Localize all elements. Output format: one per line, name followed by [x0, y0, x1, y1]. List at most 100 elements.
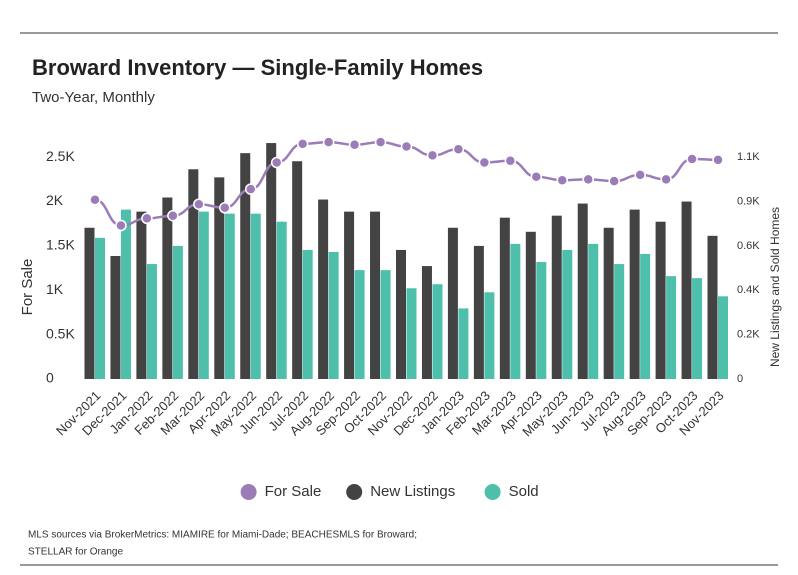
y-tick-label: 0.5K	[46, 325, 75, 341]
marker	[141, 212, 153, 225]
bar	[551, 215, 562, 379]
y2-tick-label: 1.1K	[737, 151, 760, 163]
bar	[224, 213, 235, 379]
marker	[634, 169, 646, 181]
bar	[110, 255, 121, 379]
bar	[162, 197, 173, 379]
y2-tick-label: 0	[737, 373, 743, 385]
bar	[328, 251, 339, 379]
bar	[136, 211, 147, 379]
y-tick-label: 2K	[46, 192, 64, 208]
bar	[562, 249, 573, 379]
bar	[276, 221, 287, 379]
bar	[214, 177, 225, 379]
bar	[318, 199, 329, 379]
bar	[525, 231, 536, 379]
legend-label: New Listings	[370, 483, 455, 500]
bar	[94, 237, 105, 379]
y2-tick-label: 0.9K	[737, 195, 760, 207]
y-axis-label: For Sale	[19, 259, 36, 316]
marker	[296, 138, 309, 150]
bar	[499, 217, 510, 379]
bar	[172, 245, 183, 379]
marker	[193, 198, 205, 210]
bar	[406, 288, 417, 379]
marker	[712, 154, 724, 166]
bar	[188, 169, 199, 379]
bar	[344, 211, 355, 379]
legend-swatch	[484, 484, 501, 500]
marker	[348, 139, 361, 151]
bar	[473, 245, 484, 379]
chart-title: Broward Inventory — Single-Family Homes	[32, 55, 483, 80]
marker	[219, 202, 231, 214]
marker	[478, 156, 491, 169]
bar	[240, 153, 251, 379]
bar	[666, 276, 677, 379]
bar	[681, 201, 692, 379]
legend-label: Sold	[509, 483, 539, 500]
marker	[244, 183, 257, 195]
bar	[266, 143, 277, 379]
marker	[530, 170, 543, 183]
bar	[198, 211, 209, 379]
bar	[432, 284, 443, 379]
bar	[603, 227, 614, 379]
legend-swatch	[346, 484, 363, 500]
bar	[692, 278, 703, 379]
footnote: STELLAR for Orange	[28, 547, 123, 558]
y2-axis-label: New Listings and Sold Homes	[768, 207, 782, 367]
y-tick-label: 2.5K	[46, 148, 75, 164]
marker	[504, 154, 517, 167]
marker	[608, 175, 620, 187]
y2-tick-label: 0.2K	[737, 329, 760, 341]
marker	[686, 153, 698, 165]
bar	[510, 243, 521, 379]
bar	[577, 203, 588, 379]
bar	[707, 235, 718, 379]
y-tick-label: 1.5K	[46, 237, 75, 253]
bar	[655, 221, 666, 379]
marker	[89, 194, 101, 206]
marker	[374, 136, 387, 148]
marker	[660, 173, 672, 186]
y-tick-label: 1K	[46, 281, 64, 297]
marker	[556, 174, 569, 187]
y2-tick-label: 0.6K	[737, 240, 760, 252]
bar	[84, 227, 95, 379]
bar	[421, 266, 432, 379]
bar	[380, 270, 391, 379]
bar	[302, 249, 313, 379]
bar	[458, 308, 469, 379]
bar	[354, 270, 365, 379]
bar	[640, 253, 651, 379]
bar	[447, 227, 458, 379]
y-tick-label: 0	[46, 370, 54, 386]
bar	[292, 161, 303, 379]
y2-tick-label: 0.4K	[737, 284, 760, 296]
marker	[452, 143, 465, 155]
legend-swatch	[240, 484, 257, 500]
bar	[396, 249, 406, 379]
legend-label: For Sale	[265, 483, 322, 500]
marker	[167, 209, 179, 222]
chart-subtitle: Two-Year, Monthly	[32, 89, 155, 106]
marker	[270, 156, 283, 169]
bar	[250, 213, 261, 379]
bar	[718, 296, 729, 379]
bar	[484, 292, 495, 379]
marker	[400, 140, 413, 153]
bar	[614, 264, 625, 379]
footnote: MLS sources via BrokerMetrics: MIAMIRE f…	[28, 530, 417, 541]
bar	[370, 211, 381, 379]
marker	[115, 219, 127, 232]
bar	[588, 243, 599, 379]
marker	[582, 173, 594, 186]
marker	[426, 149, 439, 162]
bar	[120, 209, 131, 379]
bar	[629, 209, 640, 379]
bar	[146, 264, 157, 379]
bar	[536, 262, 547, 379]
marker	[322, 136, 335, 148]
